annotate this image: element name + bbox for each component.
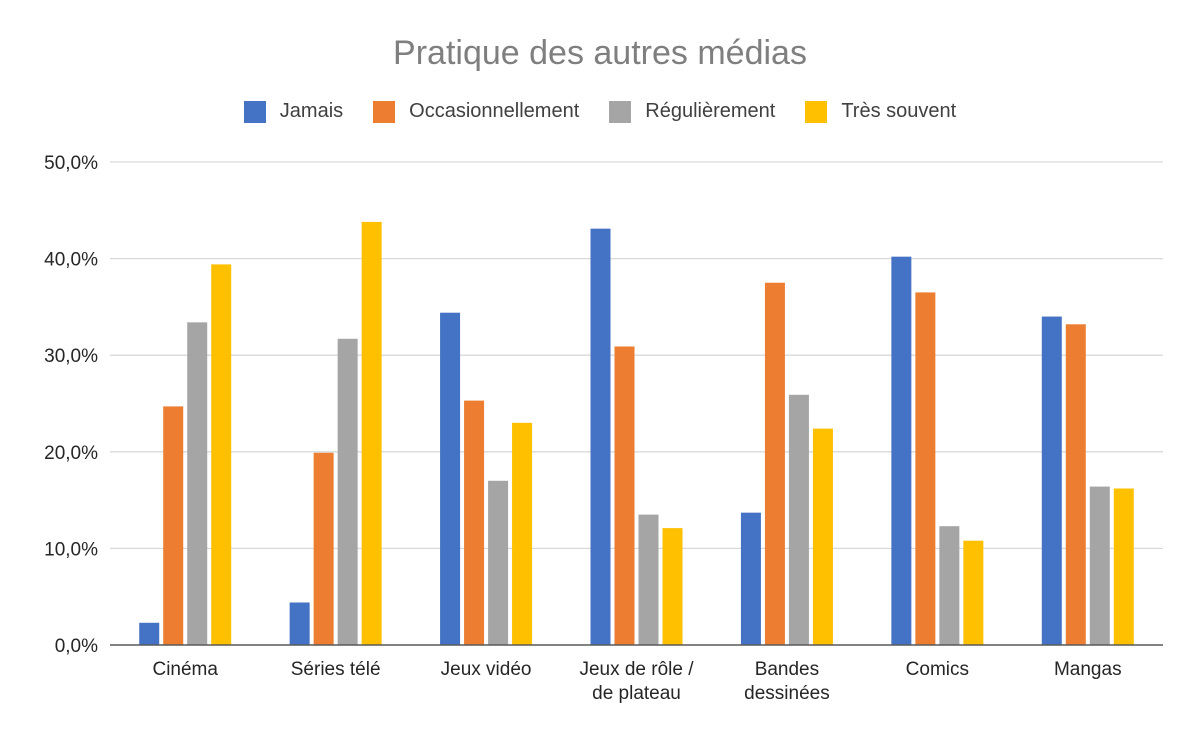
legend-label-tres-souvent: Très souvent [841,100,957,122]
bar-tr-s-souvent [211,264,232,645]
y-tick-label: 20,0% [44,443,98,464]
bar-tr-s-souvent [1113,488,1134,645]
bar-jamais [289,602,310,645]
legend-swatch-occasionnellement [373,100,396,123]
bar-jamais [891,256,912,645]
x-tick-label: Jeux vidéo [441,659,532,680]
bar-occasionnellement [464,400,485,645]
bar-tr-s-souvent [812,428,833,645]
bar-jamais [740,512,761,645]
bar-occasionnellement [915,292,936,645]
bar-r-guli-rement [187,322,208,645]
bar-tr-s-souvent [963,540,984,645]
bar-tr-s-souvent [512,422,533,645]
y-tick-label: 40,0% [44,250,98,271]
bar-r-guli-rement [788,394,809,645]
x-tick-label: Cinéma [152,659,218,680]
bar-jamais [590,228,611,646]
legend-label-jamais: Jamais [279,100,344,122]
x-tick-label: Comics [906,659,969,680]
legend-swatch-tres-souvent [805,100,828,123]
bar-occasionnellement [313,452,334,645]
bar-jamais [440,312,461,645]
bar-r-guli-rement [488,480,509,645]
bar-r-guli-rement [337,338,358,645]
x-tick-label: Bandes dessinées [744,659,830,704]
bar-r-guli-rement [939,526,960,645]
bar-occasionnellement [614,346,635,645]
x-tick-label: Jeux de rôle / de plateau [579,659,694,704]
legend-item-regulierement: Régulièrement [609,100,775,123]
bar-occasionnellement [1065,324,1086,645]
y-tick-label: 10,0% [44,539,98,560]
bar-tr-s-souvent [361,221,382,645]
bar-jamais [139,622,160,645]
legend-item-tres-souvent: Très souvent [805,100,956,123]
legend-label-occasionnellement: Occasionnellement [409,100,580,122]
y-tick-label: 0,0% [55,636,98,657]
x-tick-label: Séries télé [291,659,381,680]
bar-r-guli-rement [1089,486,1110,645]
bar-occasionnellement [764,282,785,645]
bar-tr-s-souvent [662,528,683,645]
legend-swatch-regulierement [609,100,632,123]
y-tick-label: 30,0% [44,346,98,367]
bar-jamais [1041,316,1062,645]
legend: Jamais Occasionnellement Régulièrement T… [0,100,1200,123]
y-tick-label: 50,0% [44,153,98,174]
chart-title: Pratique des autres médias [393,34,807,72]
legend-swatch-jamais [243,100,266,123]
bar-occasionnellement [163,406,184,645]
bar-r-guli-rement [638,514,659,645]
x-tick-label: Mangas [1054,659,1122,680]
legend-item-occasionnellement: Occasionnellement [373,100,579,123]
legend-item-jamais: Jamais [243,100,344,123]
legend-label-regulierement: Régulièrement [645,100,776,122]
